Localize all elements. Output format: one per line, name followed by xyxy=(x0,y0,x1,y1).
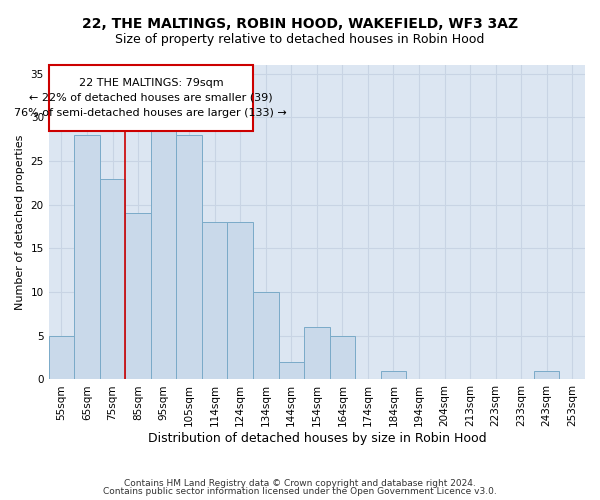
Text: 22, THE MALTINGS, ROBIN HOOD, WAKEFIELD, WF3 3AZ: 22, THE MALTINGS, ROBIN HOOD, WAKEFIELD,… xyxy=(82,18,518,32)
Bar xyxy=(304,327,329,380)
Text: Size of property relative to detached houses in Robin Hood: Size of property relative to detached ho… xyxy=(115,32,485,46)
Y-axis label: Number of detached properties: Number of detached properties xyxy=(15,134,25,310)
Bar xyxy=(151,126,176,380)
Bar xyxy=(534,370,559,380)
Bar xyxy=(100,178,125,380)
Text: Contains HM Land Registry data © Crown copyright and database right 2024.: Contains HM Land Registry data © Crown c… xyxy=(124,478,476,488)
Bar xyxy=(125,214,151,380)
Bar xyxy=(176,135,202,380)
Bar xyxy=(380,370,406,380)
FancyBboxPatch shape xyxy=(49,65,253,130)
Text: Contains public sector information licensed under the Open Government Licence v3: Contains public sector information licen… xyxy=(103,487,497,496)
Bar xyxy=(278,362,304,380)
Text: 22 THE MALTINGS: 79sqm
← 22% of detached houses are smaller (39)
76% of semi-det: 22 THE MALTINGS: 79sqm ← 22% of detached… xyxy=(14,78,287,118)
Bar xyxy=(202,222,227,380)
Bar xyxy=(227,222,253,380)
Bar xyxy=(74,135,100,380)
X-axis label: Distribution of detached houses by size in Robin Hood: Distribution of detached houses by size … xyxy=(148,432,486,445)
Bar xyxy=(253,292,278,380)
Bar xyxy=(329,336,355,380)
Bar xyxy=(49,336,74,380)
